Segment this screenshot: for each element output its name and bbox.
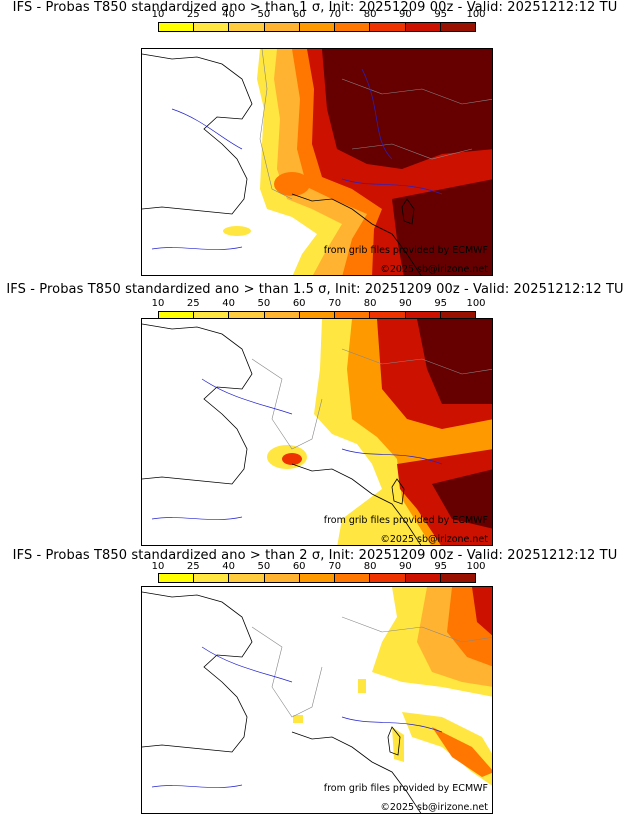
colorbar-segment [159, 23, 195, 31]
tick-label: 25 [186, 561, 200, 572]
colorbar-segment [405, 312, 441, 320]
tick-label: 95 [434, 298, 448, 309]
colorbar-segment [299, 312, 336, 320]
colorbar-ticks: 10 25 40 50 60 70 80 90 95 100 [152, 9, 486, 21]
panel-title: IFS - Probas T850 standardized ano > tha… [12, 548, 618, 563]
probability-map: from grib files provided by ECMWF ©2025 … [141, 318, 493, 546]
tick-label: 80 [363, 298, 377, 309]
tick-label: 90 [399, 9, 412, 20]
probability-map: from grib files provided by ECMWF ©2025 … [141, 586, 493, 814]
colorbar-segment [405, 23, 441, 31]
copyright: ©2025 sb@irizone.net [380, 534, 488, 545]
panel-sigma-1: IFS - Probas T850 standardized ano > tha… [0, 0, 630, 276]
probability-shading [267, 319, 492, 545]
tick-label: 100 [466, 298, 486, 309]
tick-label: 40 [222, 561, 235, 572]
colorbar-segment [229, 23, 265, 31]
tick-label: 40 [222, 9, 235, 20]
rivers [151, 646, 443, 788]
tick-label: 80 [363, 9, 377, 20]
tick-label: 10 [151, 561, 165, 572]
rivers [151, 378, 443, 520]
colorbar-segment [335, 312, 371, 320]
panel-title: IFS - Probas T850 standardized ano > tha… [12, 0, 618, 15]
data-credit: from grib files provided by ECMWF [323, 783, 488, 794]
colorbar-segment [229, 312, 265, 320]
tick-label: 70 [328, 298, 342, 309]
coastlines [142, 323, 422, 545]
tick-label: 10 [151, 298, 165, 309]
colorbar-segment [370, 574, 406, 582]
colorbar-segment [299, 23, 336, 31]
borders [251, 348, 492, 450]
tick-label: 50 [257, 298, 271, 309]
panel-sigma-2: IFS - Probas T850 standardized ano > tha… [0, 540, 630, 814]
tick-label: 80 [363, 561, 377, 572]
tick-label: 95 [434, 9, 448, 20]
rivers [151, 68, 443, 250]
colorbar-segment [405, 574, 441, 582]
colorbar-segment [264, 574, 300, 582]
colorbar-segment [299, 574, 336, 582]
colorbar-segment [229, 574, 265, 582]
colorbar-segment [159, 312, 195, 320]
borders [251, 616, 492, 718]
tick-label: 60 [292, 9, 306, 20]
tick-label: 40 [222, 298, 235, 309]
colorbar-ticks: 10 25 40 50 60 70 80 90 95 100 [152, 298, 486, 310]
colorbar-segment [264, 312, 300, 320]
colorbar-segment [335, 574, 371, 582]
data-credit: from grib files provided by ECMWF [323, 515, 488, 526]
tick-label: 25 [186, 9, 200, 20]
colorbar-segment [440, 23, 475, 31]
tick-label: 25 [186, 298, 200, 309]
tick-label: 10 [151, 9, 165, 20]
colorbar [158, 573, 476, 583]
probability-map: from grib files provided by ECMWF ©2025 … [141, 48, 493, 276]
tick-label: 50 [257, 9, 271, 20]
tick-label: 100 [466, 9, 486, 20]
probability-shading [293, 587, 492, 786]
tick-label: 70 [328, 561, 342, 572]
colorbar-segment [194, 23, 230, 31]
colorbar-ticks: 10 25 40 50 60 70 80 90 95 100 [152, 561, 486, 573]
copyright: ©2025 sb@irizone.net [380, 802, 488, 813]
borders [259, 49, 492, 200]
colorbar-segment [264, 23, 300, 31]
colorbar [158, 22, 476, 32]
coastlines [142, 591, 422, 813]
tick-label: 90 [399, 561, 412, 572]
map-graphic [142, 587, 492, 813]
colorbar-segment [194, 574, 230, 582]
copyright: ©2025 sb@irizone.net [380, 264, 488, 275]
map-graphic [142, 49, 492, 275]
probability-shading [223, 49, 492, 275]
coastlines [142, 53, 422, 275]
data-credit: from grib files provided by ECMWF [323, 245, 488, 256]
tick-label: 60 [292, 561, 306, 572]
tick-label: 100 [466, 561, 486, 572]
tick-label: 50 [257, 561, 271, 572]
colorbar-segment [370, 23, 406, 31]
panel-title: IFS - Probas T850 standardized ano > tha… [6, 282, 624, 297]
colorbar-segment [159, 574, 195, 582]
panel-sigma-1-5: IFS - Probas T850 standardized ano > tha… [0, 270, 630, 546]
tick-label: 95 [434, 561, 448, 572]
map-graphic [142, 319, 492, 545]
colorbar-segment [440, 312, 475, 320]
colorbar-segment [194, 312, 230, 320]
tick-label: 60 [292, 298, 306, 309]
tick-label: 90 [399, 298, 412, 309]
colorbar-segment [335, 23, 371, 31]
colorbar-segment [370, 312, 406, 320]
tick-label: 70 [328, 9, 342, 20]
colorbar-segment [440, 574, 475, 582]
